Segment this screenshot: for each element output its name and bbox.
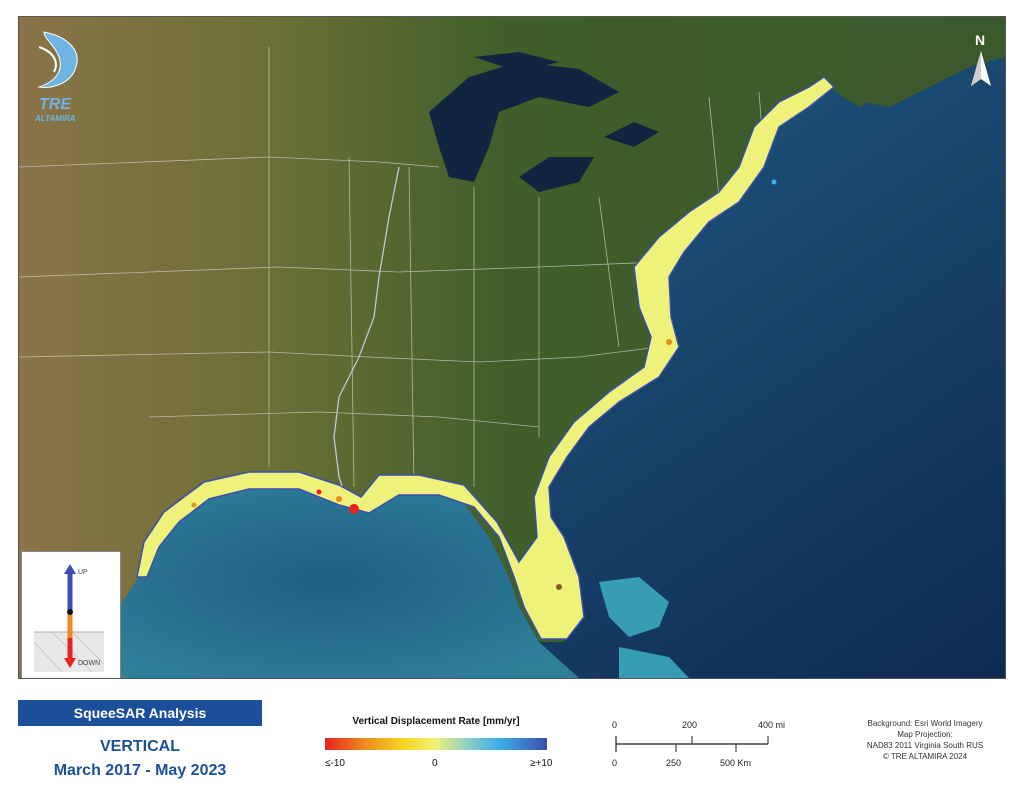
great-lakes bbox=[429, 52, 659, 192]
displacement-inset: UP DOWN bbox=[21, 551, 121, 678]
inset-down-label: DOWN bbox=[78, 660, 100, 667]
basemap: TRE ALTAMIRA N bbox=[19, 17, 1005, 678]
credit-copyright: © TRE ALTAMIRA 2024 bbox=[882, 752, 968, 761]
legend-max-label: ≥+10 bbox=[530, 758, 553, 769]
credit-projection-label: Map Projection: bbox=[897, 730, 953, 739]
subsidence-hotspots bbox=[191, 179, 777, 590]
bahamas-shallows bbox=[599, 577, 689, 678]
nova-scotia bbox=[859, 47, 969, 107]
logo-sub: ALTAMIRA bbox=[34, 114, 76, 123]
north-arrow: N bbox=[971, 32, 991, 86]
state-borders bbox=[19, 47, 765, 488]
coastal-displacement-band bbox=[136, 76, 836, 640]
legend-mid-label: 0 bbox=[432, 758, 438, 769]
scale-km-500: 500 Km bbox=[720, 758, 751, 768]
analysis-mode: VERTICAL bbox=[100, 738, 180, 755]
credit-background: Background: Esri World Imagery bbox=[867, 719, 983, 728]
scale-km-250: 250 bbox=[666, 758, 681, 768]
tre-logo: TRE ALTAMIRA bbox=[34, 31, 78, 123]
gulf-of-mexico bbox=[79, 482, 579, 678]
credit-projection: NAD83 2011 Virginia South RUS bbox=[866, 741, 984, 750]
map-credits: Background: Esri World Imagery Map Proje… bbox=[835, 718, 1015, 762]
analysis-title: SqueeSAR Analysis bbox=[18, 700, 262, 726]
legend-title: Vertical Displacement Rate [mm/yr] bbox=[352, 716, 520, 727]
down-arrow-icon bbox=[64, 658, 76, 668]
inset-up-label: UP bbox=[78, 569, 88, 576]
scale-mi-400: 400 mi bbox=[758, 720, 785, 730]
legend-min-label: ≤-10 bbox=[325, 758, 345, 769]
scale-mi-200: 200 bbox=[682, 720, 697, 730]
north-arrow-label: N bbox=[975, 32, 985, 48]
scale-mi-0: 0 bbox=[612, 720, 617, 730]
land-mass bbox=[19, 17, 1005, 678]
legend-color-ramp bbox=[325, 738, 547, 750]
scale-km-0: 0 bbox=[612, 758, 617, 768]
analysis-period: March 2017 - May 2023 bbox=[53, 762, 227, 779]
up-arrow-icon bbox=[64, 564, 76, 574]
logo-name: TRE bbox=[39, 96, 72, 113]
map-frame[interactable]: TRE ALTAMIRA N UP DOWN bbox=[18, 16, 1006, 679]
scale-bar: 0 200 400 mi 0 250 500 Km bbox=[612, 720, 785, 768]
mississippi-river bbox=[333, 166, 400, 508]
